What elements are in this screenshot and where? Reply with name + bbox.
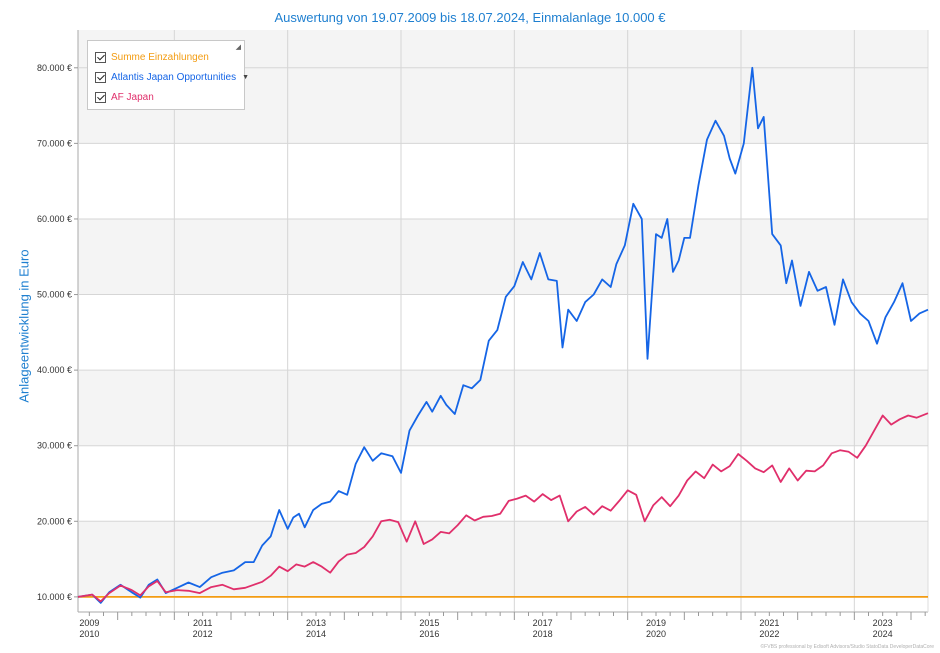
x-tick-label: 2024 bbox=[873, 629, 893, 639]
y-tick-label: 20.000 € bbox=[37, 516, 72, 526]
legend-item-summe-einzahlungen[interactable]: Summe Einzahlungen bbox=[95, 50, 209, 64]
x-gridlines bbox=[77, 30, 929, 620]
x-tick-label: 2014 bbox=[306, 629, 326, 639]
x-tick-label: 2021 bbox=[759, 618, 779, 628]
x-tick-label: 2015 bbox=[419, 618, 439, 628]
x-tick-label: 2010 bbox=[79, 629, 99, 639]
x-tick-label: 2011 bbox=[193, 618, 212, 628]
y-tick-label: 50.000 € bbox=[37, 290, 72, 300]
y-tick-label: 10.000 € bbox=[37, 592, 72, 602]
legend-item-atlantis-japan[interactable]: Atlantis Japan Opportunities ▼ bbox=[95, 70, 249, 84]
checkbox-icon[interactable] bbox=[95, 51, 106, 63]
y-tick-label: 60.000 € bbox=[37, 214, 72, 224]
legend: ◢ Summe Einzahlungen Atlantis Japan Oppo… bbox=[87, 40, 249, 110]
x-tick-label: 2012 bbox=[193, 629, 213, 639]
series-line-af-japan bbox=[77, 412, 929, 603]
legend-item-af-japan[interactable]: AF Japan bbox=[95, 90, 154, 104]
plot-band bbox=[78, 521, 928, 597]
x-tick-label: 2019 bbox=[646, 618, 666, 628]
y-tick-label: 30.000 € bbox=[37, 441, 72, 451]
plot-background-bands bbox=[78, 30, 928, 597]
y-tick-label: 80.000 € bbox=[37, 63, 72, 73]
y-tick-label: 40.000 € bbox=[37, 365, 72, 375]
footer-credit: ©FVBS professional by Edisoft Advisors/S… bbox=[760, 644, 935, 650]
checkbox-icon[interactable] bbox=[95, 91, 106, 103]
x-tick-label: 2017 bbox=[533, 618, 553, 628]
plot-band bbox=[78, 218, 928, 295]
checkbox-icon[interactable] bbox=[95, 71, 106, 83]
legend-label: Atlantis Japan Opportunities bbox=[111, 71, 237, 83]
x-tick-label: 2023 bbox=[873, 618, 893, 628]
resize-grip-icon[interactable]: ◢ bbox=[235, 44, 241, 51]
x-tick-label: 2018 bbox=[533, 629, 553, 639]
x-tick-label: 2020 bbox=[646, 629, 666, 639]
x-tick-label: 2016 bbox=[419, 629, 439, 639]
x-tick-label: 2022 bbox=[759, 629, 779, 639]
y-tick-label: 70.000 € bbox=[37, 138, 72, 148]
plot-band bbox=[78, 370, 928, 446]
legend-label: AF Japan bbox=[111, 91, 154, 103]
series-layer bbox=[77, 66, 929, 604]
chevron-down-icon[interactable]: ▼ bbox=[242, 73, 250, 81]
chart-title: Auswertung von 19.07.2009 bis 18.07.2024… bbox=[274, 10, 666, 25]
y-gridlines bbox=[74, 67, 928, 598]
legend-label: Summe Einzahlungen bbox=[111, 51, 209, 63]
y-tick-labels: 10.000 € 20.000 € 30.000 € 40.000 € 50.000 €… bbox=[37, 63, 72, 602]
x-tick-label: 2009 bbox=[79, 618, 99, 628]
series-line-atlantis-japan-opportunities bbox=[77, 66, 929, 604]
x-tick-label: 2013 bbox=[306, 618, 326, 628]
